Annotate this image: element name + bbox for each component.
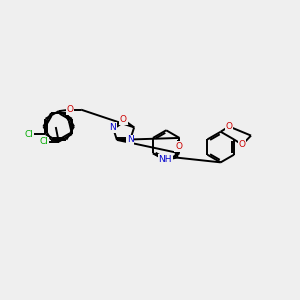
Text: NH: NH xyxy=(159,154,172,164)
Text: Cl: Cl xyxy=(25,130,34,139)
Text: N: N xyxy=(110,123,116,132)
Text: O: O xyxy=(225,122,233,131)
Text: Cl: Cl xyxy=(40,137,48,146)
Text: O: O xyxy=(120,115,127,124)
Text: N: N xyxy=(127,135,134,144)
Text: O: O xyxy=(66,105,74,114)
Text: O: O xyxy=(175,142,182,151)
Text: O: O xyxy=(239,140,246,149)
